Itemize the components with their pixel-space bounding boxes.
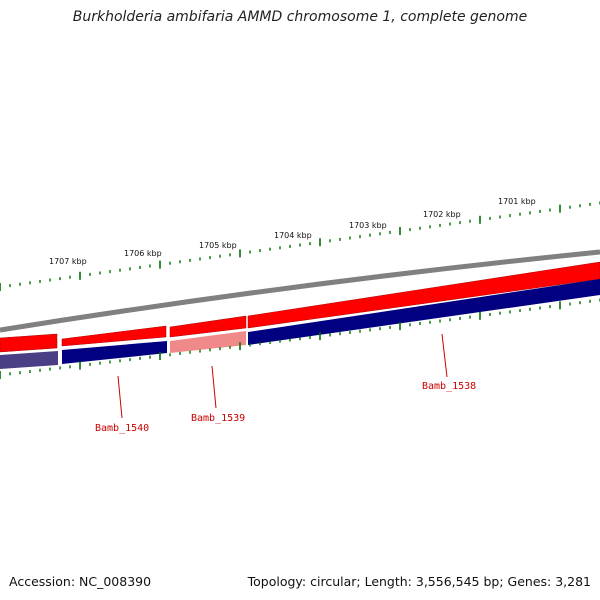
gene-bar-bamb-1540[interactable]: [62, 341, 167, 364]
gene-labels: Bamb_1538 Bamb_1539 Bamb_1540: [95, 333, 476, 434]
kbp-label-1703: 1703 kbp: [349, 221, 387, 230]
kbp-label-1706: 1706 kbp: [124, 249, 162, 258]
map-title: Burkholderia ambifaria AMMD chromosome 1…: [72, 9, 528, 25]
leader-line-bamb-1538: [441, 333, 448, 378]
gene-bar-bamb-1538[interactable]: [248, 279, 600, 345]
gene-bar-bamb-1539[interactable]: [170, 331, 246, 353]
kbp-label-1702: 1702 kbp: [423, 210, 461, 219]
upper-tick-ruler: [0, 201, 600, 291]
kbp-label-1705: 1705 kbp: [199, 241, 237, 250]
leader-line-bamb-1539: [211, 365, 217, 409]
accession-text: Accession: NC_008390: [9, 574, 152, 589]
forward-cds-track: [0, 261, 600, 353]
gene-label-bamb-1539[interactable]: Bamb_1539: [191, 413, 245, 424]
cds-arrow-bamb-1538[interactable]: [247, 261, 600, 329]
lower-tick-ruler: [0, 298, 600, 379]
kbp-labels: 1701 kbp 1702 kbp 1703 kbp 1704 kbp 1705…: [49, 197, 536, 266]
cds-arrow-bamb-1539[interactable]: [169, 315, 247, 338]
topology-text: Topology: circular; Length: 3,556,545 bp…: [247, 574, 591, 589]
gene-label-bamb-1540[interactable]: Bamb_1540: [95, 423, 149, 434]
leader-line-bamb-1540: [117, 375, 123, 419]
chromosome-backbone: [0, 249, 600, 333]
cds-arrow-bamb-1540[interactable]: [61, 325, 167, 347]
kbp-label-1704: 1704 kbp: [274, 231, 312, 240]
kbp-label-1707: 1707 kbp: [49, 257, 87, 266]
gene-track: [0, 279, 600, 369]
kbp-label-1701: 1701 kbp: [498, 197, 536, 206]
cds-arrow-left-edge[interactable]: [0, 333, 58, 353]
gene-bar-left-edge[interactable]: [0, 351, 58, 369]
gene-label-bamb-1538[interactable]: Bamb_1538: [422, 381, 476, 392]
